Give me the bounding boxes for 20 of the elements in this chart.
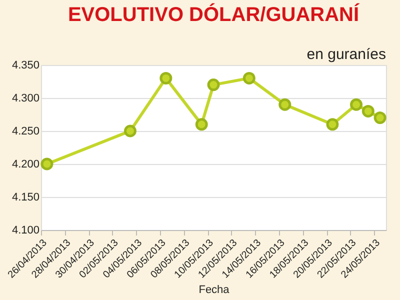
point <box>374 112 386 124</box>
y-tick-label: 4.300 <box>12 92 40 104</box>
point <box>242 72 256 84</box>
point <box>278 98 292 111</box>
y-tick-label: 4.100 <box>12 224 40 236</box>
point <box>362 104 374 118</box>
y-tick-label: 4.200 <box>12 158 40 170</box>
y-tick-label: 4.250 <box>12 126 40 138</box>
point <box>195 118 208 131</box>
point <box>124 124 136 138</box>
chart-title: EVOLUTIVO DÓLAR/GUARANÍ <box>68 3 360 26</box>
point <box>40 158 54 170</box>
y-tick-label: 4.150 <box>12 192 40 204</box>
point <box>350 98 363 111</box>
point <box>160 72 172 84</box>
point <box>207 78 220 92</box>
y-tick-label: 4.350 <box>12 60 40 72</box>
point <box>326 118 339 131</box>
x-axis-title: Fecha <box>198 284 230 296</box>
chart-subtitle: en guraníes <box>306 46 386 63</box>
